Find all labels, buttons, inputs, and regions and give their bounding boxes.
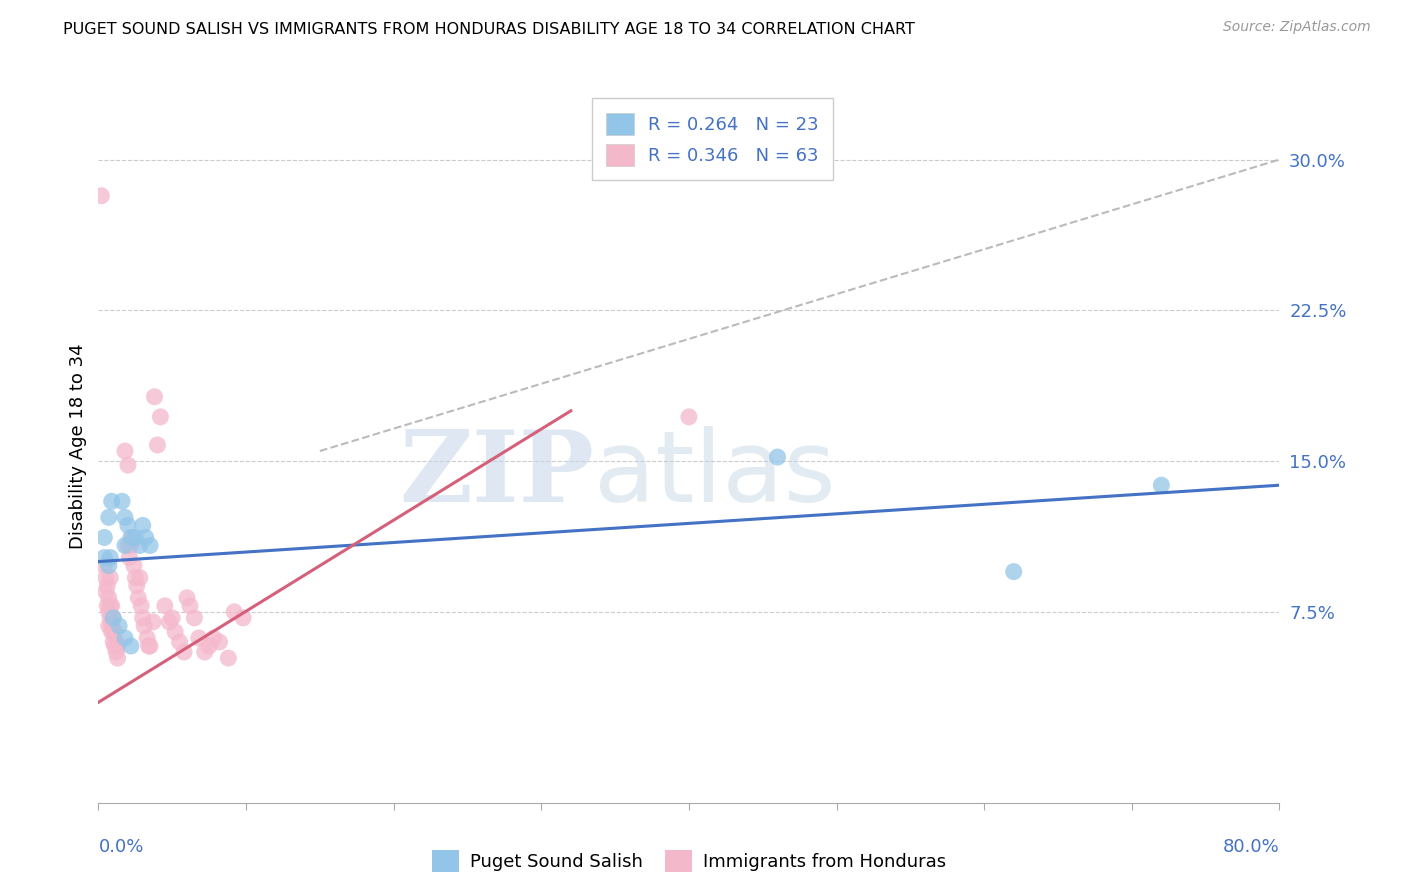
Point [94,571,117,585]
Point [217,651,239,665]
Point [100,624,122,639]
Point [100,494,122,508]
Point [104,639,127,653]
Text: ZIP: ZIP [399,426,595,523]
Point [100,619,122,633]
Point [202,631,225,645]
Point [103,611,125,625]
Point [117,518,139,533]
Point [135,531,157,545]
Point [96,579,118,593]
Point [183,611,205,625]
Point [1002,565,1025,579]
Point [153,599,176,613]
Point [105,635,128,649]
Text: PUGET SOUND SALISH VS IMMIGRANTS FROM HONDURAS DISABILITY AGE 18 TO 34 CORRELATI: PUGET SOUND SALISH VS IMMIGRANTS FROM HO… [63,22,915,37]
Point [96,599,118,613]
Point [120,539,142,553]
Point [132,611,155,625]
Point [198,639,221,653]
Point [124,571,146,585]
Point [766,450,789,464]
Text: atlas: atlas [595,426,837,523]
Point [127,591,149,605]
Point [128,539,150,553]
Point [94,584,117,599]
Point [98,571,121,585]
Point [179,599,201,613]
Point [169,635,191,649]
Point [93,558,115,573]
Point [165,624,187,639]
Point [93,550,115,565]
Point [100,599,122,613]
Point [138,639,160,653]
Point [117,539,139,553]
Point [98,599,121,613]
Legend: Puget Sound Salish, Immigrants from Honduras: Puget Sound Salish, Immigrants from Hond… [425,843,953,880]
Point [114,539,136,553]
Point [121,531,143,545]
Point [97,605,120,619]
Point [142,615,165,629]
Text: 80.0%: 80.0% [1223,838,1279,855]
Point [97,591,120,605]
Point [187,631,209,645]
Point [97,558,120,573]
Point [114,444,136,458]
Point [120,639,142,653]
Point [125,579,148,593]
Point [194,645,217,659]
Point [157,615,180,629]
Point [149,409,172,424]
Point [139,639,162,653]
Point [103,635,125,649]
Point [118,550,141,565]
Point [114,510,136,524]
Point [111,494,134,508]
Point [105,645,128,659]
Point [146,438,169,452]
Point [143,390,166,404]
Point [678,409,700,424]
Point [136,631,159,645]
Point [173,645,195,659]
Point [129,599,152,613]
Point [90,188,112,202]
Point [103,611,125,625]
Point [132,518,155,533]
Point [93,531,115,545]
Point [224,605,246,619]
Point [176,591,198,605]
Point [120,531,142,545]
Point [104,624,127,639]
Point [98,550,121,565]
Point [122,558,145,573]
Point [117,458,139,472]
Point [98,611,121,625]
Point [128,571,150,585]
Point [114,631,136,645]
Point [108,619,131,633]
Text: 0.0%: 0.0% [98,838,143,855]
Point [162,611,183,625]
Point [124,531,146,545]
Y-axis label: Disability Age 18 to 34: Disability Age 18 to 34 [69,343,87,549]
Text: Source: ZipAtlas.com: Source: ZipAtlas.com [1223,20,1371,34]
Point [208,635,231,649]
Point [134,619,156,633]
Point [97,619,120,633]
Point [107,639,129,653]
Point [107,651,129,665]
Point [139,539,162,553]
Point [103,624,125,639]
Point [232,611,254,625]
Point [97,510,120,524]
Point [1150,478,1173,492]
